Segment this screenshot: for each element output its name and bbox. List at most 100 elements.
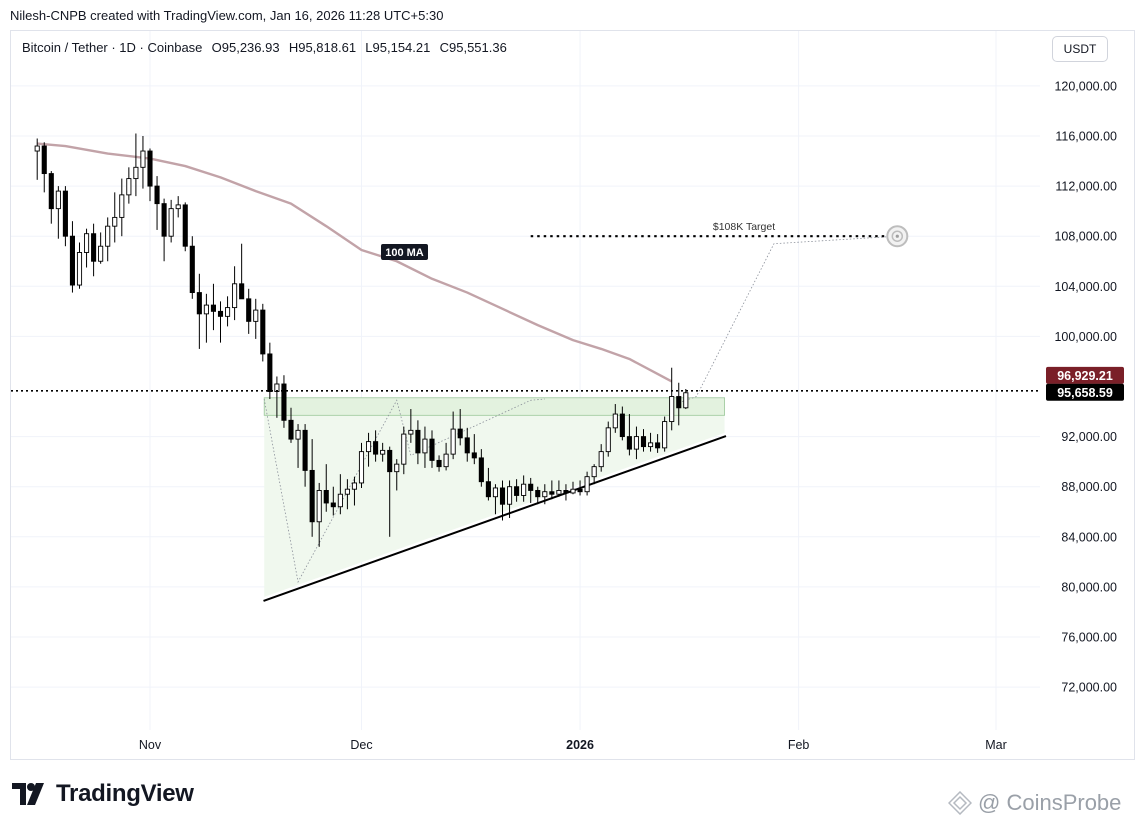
candle[interactable] [189, 245, 195, 294]
candle[interactable] [478, 457, 484, 483]
candle[interactable] [69, 235, 75, 286]
candle[interactable] [366, 441, 372, 453]
candle[interactable] [330, 502, 336, 508]
candle[interactable] [140, 150, 146, 168]
candle[interactable] [415, 429, 421, 454]
candle[interactable] [450, 428, 456, 455]
candle[interactable] [91, 233, 97, 262]
candle[interactable] [443, 453, 449, 468]
candle[interactable] [267, 353, 273, 392]
candle[interactable] [217, 310, 224, 317]
currency-button[interactable]: USDT [1052, 36, 1108, 62]
candle[interactable] [48, 173, 54, 210]
candle[interactable] [387, 449, 393, 473]
y-tick-label: 84,000.00 [1061, 530, 1117, 544]
candle[interactable] [394, 463, 400, 473]
candle[interactable] [232, 283, 238, 309]
candle[interactable] [633, 436, 639, 450]
candle[interactable] [514, 486, 520, 496]
candle[interactable] [302, 429, 308, 471]
candle[interactable] [210, 304, 217, 312]
candle[interactable] [556, 490, 562, 495]
candle[interactable] [542, 491, 548, 498]
candle[interactable] [492, 487, 499, 498]
candle[interactable] [133, 166, 139, 180]
candle[interactable] [373, 441, 379, 455]
candle[interactable] [182, 204, 188, 247]
candle[interactable] [408, 429, 414, 435]
candle[interactable] [55, 190, 61, 210]
candle[interactable] [337, 493, 343, 508]
candle[interactable] [288, 419, 294, 440]
candle[interactable] [549, 491, 555, 495]
candle[interactable] [126, 178, 132, 196]
candle[interactable] [436, 459, 442, 468]
moving-average-line[interactable] [37, 142, 673, 383]
candle[interactable] [76, 252, 83, 286]
candle[interactable] [669, 396, 675, 423]
candle[interactable] [471, 452, 477, 459]
candle[interactable] [62, 190, 68, 237]
candle[interactable] [98, 245, 104, 262]
candle[interactable] [591, 466, 597, 478]
candle[interactable] [281, 383, 287, 421]
target-label: $108K Target [713, 221, 775, 233]
candle[interactable] [499, 487, 506, 505]
candle[interactable] [655, 442, 661, 449]
candle[interactable] [401, 433, 407, 465]
candle[interactable] [239, 283, 245, 300]
candle[interactable] [316, 490, 322, 523]
candle[interactable] [253, 309, 259, 322]
candle[interactable] [196, 292, 202, 315]
candle[interactable] [41, 145, 47, 175]
candle[interactable] [246, 298, 252, 322]
candle[interactable] [34, 145, 40, 152]
support-trendline[interactable] [263, 435, 727, 602]
candle[interactable] [683, 392, 689, 409]
candle[interactable] [119, 194, 125, 218]
candle[interactable] [112, 216, 118, 227]
candle[interactable] [351, 482, 358, 490]
candle[interactable] [464, 437, 470, 454]
candle[interactable] [161, 203, 167, 237]
candle[interactable] [605, 427, 611, 453]
candle[interactable] [422, 438, 428, 454]
candle[interactable] [154, 185, 160, 205]
candle[interactable] [147, 150, 153, 187]
candle[interactable] [570, 488, 576, 494]
candle[interactable] [648, 442, 654, 448]
candle[interactable] [175, 204, 181, 210]
candle[interactable] [83, 233, 90, 253]
candle[interactable] [612, 413, 618, 429]
candle[interactable] [507, 486, 513, 505]
candle[interactable] [457, 428, 463, 439]
candle[interactable] [563, 490, 569, 494]
resistance-zone[interactable] [263, 397, 725, 416]
candle[interactable] [676, 396, 682, 409]
candle[interactable] [535, 490, 541, 498]
candle[interactable] [358, 451, 365, 484]
chart-frame[interactable] [10, 30, 1135, 760]
candle[interactable] [662, 421, 668, 449]
candle[interactable] [380, 449, 386, 455]
candle[interactable] [309, 469, 315, 523]
candle[interactable] [640, 436, 647, 448]
candle[interactable] [168, 208, 174, 237]
candle[interactable] [105, 225, 111, 247]
candle[interactable] [224, 307, 231, 317]
candle[interactable] [485, 481, 491, 498]
candle[interactable] [203, 304, 209, 315]
candle[interactable] [260, 309, 266, 355]
candle[interactable] [577, 488, 583, 493]
candle[interactable] [584, 476, 590, 493]
candle[interactable] [521, 483, 527, 496]
candle[interactable] [598, 451, 604, 468]
candle[interactable] [295, 429, 301, 440]
candle[interactable] [619, 413, 625, 438]
candle[interactable] [429, 438, 435, 461]
candle[interactable] [626, 436, 632, 450]
candle[interactable] [323, 490, 329, 504]
candle[interactable] [528, 483, 534, 491]
candle[interactable] [344, 488, 350, 495]
